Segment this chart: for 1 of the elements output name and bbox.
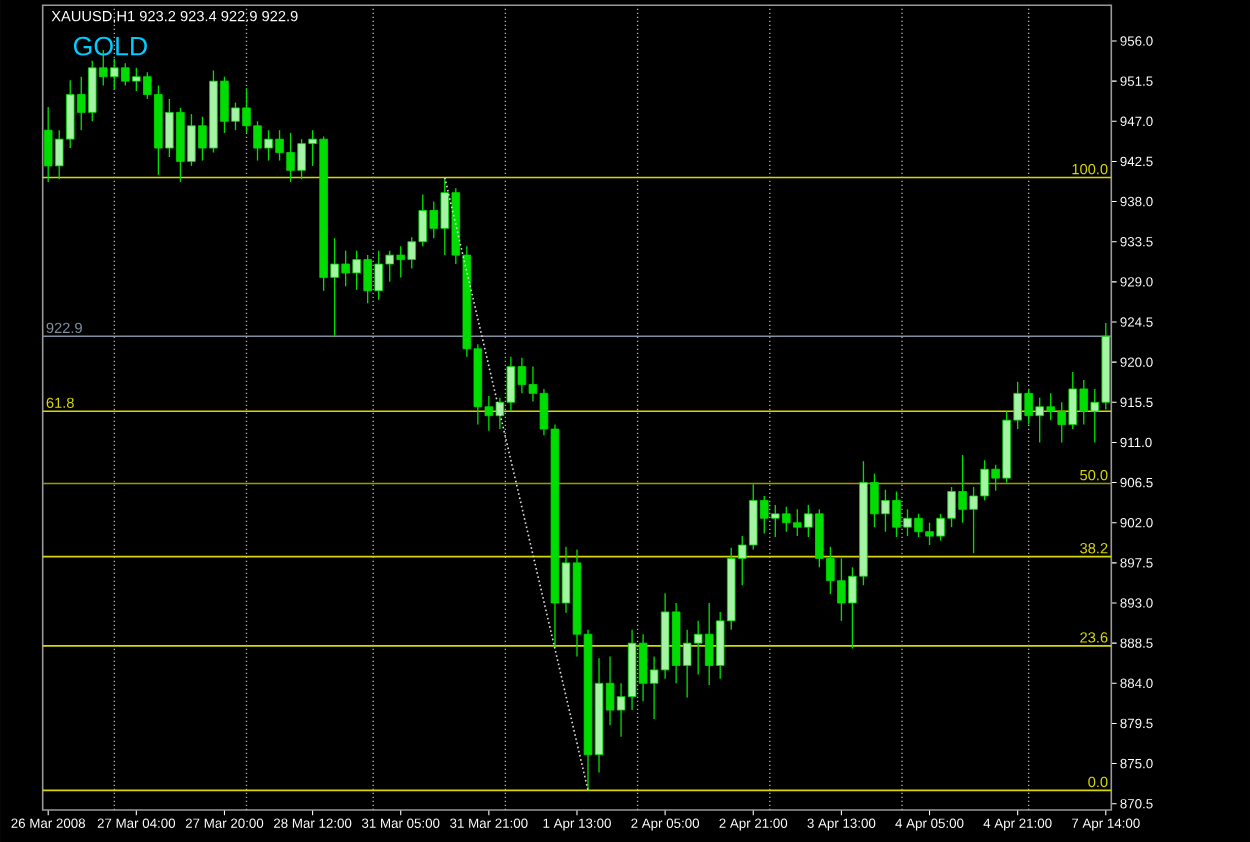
text: GOLD <box>73 36 147 56</box>
